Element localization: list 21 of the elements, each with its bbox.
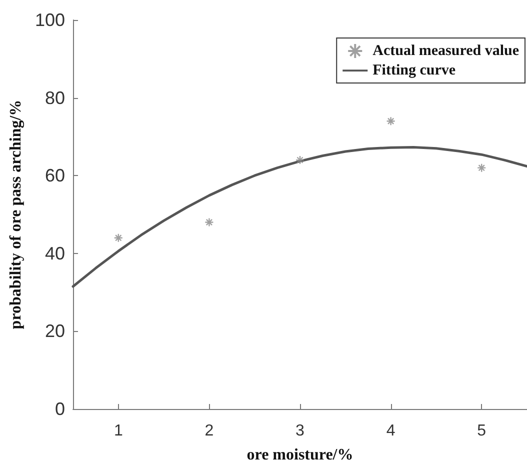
point: [386, 116, 396, 126]
y-tick-label: 0: [54, 399, 65, 419]
legend-label: Fitting curve: [372, 62, 456, 78]
point: [204, 218, 214, 227]
y-tick-label: 80: [44, 88, 65, 108]
y-axis-title: probability of ore pass arching/%: [8, 100, 25, 330]
x-tick-label: 1: [114, 422, 123, 440]
point: [114, 233, 123, 242]
point: [295, 155, 305, 165]
x-tick-label: 3: [296, 422, 305, 440]
x-axis-title: ore moisture/%: [246, 446, 354, 464]
y-tick-label: 40: [44, 243, 65, 264]
x-tick-label: 5: [477, 422, 486, 440]
point: [477, 163, 486, 172]
line-series: [72, 146, 527, 288]
x-tick-label: 2: [204, 422, 214, 440]
x-tick-label: 4: [386, 422, 396, 440]
legend-label: Actual measured value: [372, 43, 520, 59]
y-tick-label: 20: [44, 321, 65, 342]
y-tick-label: 60: [44, 166, 65, 186]
y-tick-label: 100: [34, 10, 65, 30]
